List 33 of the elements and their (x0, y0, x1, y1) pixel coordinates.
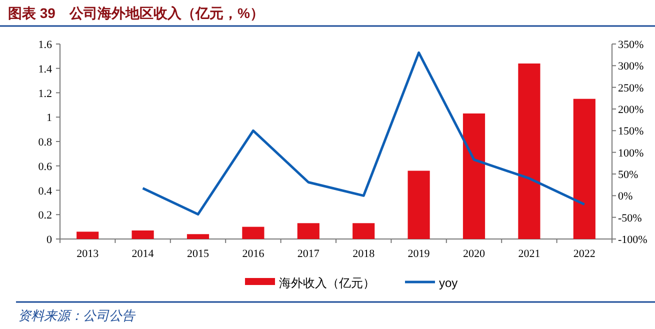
y-tick-label: 0 (46, 234, 52, 246)
x-tick-label: 2018 (352, 248, 376, 260)
y2-tick-label: 100% (618, 147, 644, 160)
y2-tick-label: 350% (618, 39, 644, 51)
legend-label: yoy (439, 276, 458, 290)
x-tick-label: 2022 (573, 248, 596, 260)
y-tick-label: 0.8 (38, 136, 52, 148)
y-tick-label: 1.4 (38, 63, 52, 76)
y-tick-label: 1.2 (38, 88, 52, 100)
y2-tick-label: 250% (618, 82, 644, 94)
y2-tick-label: 50% (618, 169, 638, 181)
y2-tick-label: -50% (618, 212, 642, 224)
y-tick-label: 1.6 (38, 39, 52, 51)
x-tick-label: 2019 (408, 248, 430, 260)
x-tick-label: 2017 (297, 248, 320, 260)
y-tick-label: 0.2 (38, 210, 52, 222)
y-tick-label: 0.4 (38, 185, 52, 198)
x-tick-label: 2015 (187, 248, 210, 260)
x-tick-label: 2021 (518, 248, 540, 260)
y2-tick-label: 0% (618, 190, 633, 203)
legend-label: 海外收入（亿元） (279, 276, 375, 290)
y2-tick-label: 150% (618, 126, 644, 138)
x-tick-label: 2013 (76, 248, 100, 260)
y2-tick-label: -100% (618, 234, 648, 246)
y2-tick-label: 200% (618, 104, 644, 116)
text: 资料来源：公司公告 (18, 308, 136, 323)
y-tick-label: 1 (46, 112, 52, 124)
x-tick-label: 2014 (132, 248, 154, 260)
title: 图表 39 公司海外地区收入（亿元，%） (8, 5, 264, 21)
y2-tick-label: 300% (618, 60, 644, 73)
y-tick-label: 0.6 (38, 160, 52, 173)
x-tick-label: 2016 (242, 248, 265, 260)
x-tick-label: 2020 (463, 248, 486, 260)
